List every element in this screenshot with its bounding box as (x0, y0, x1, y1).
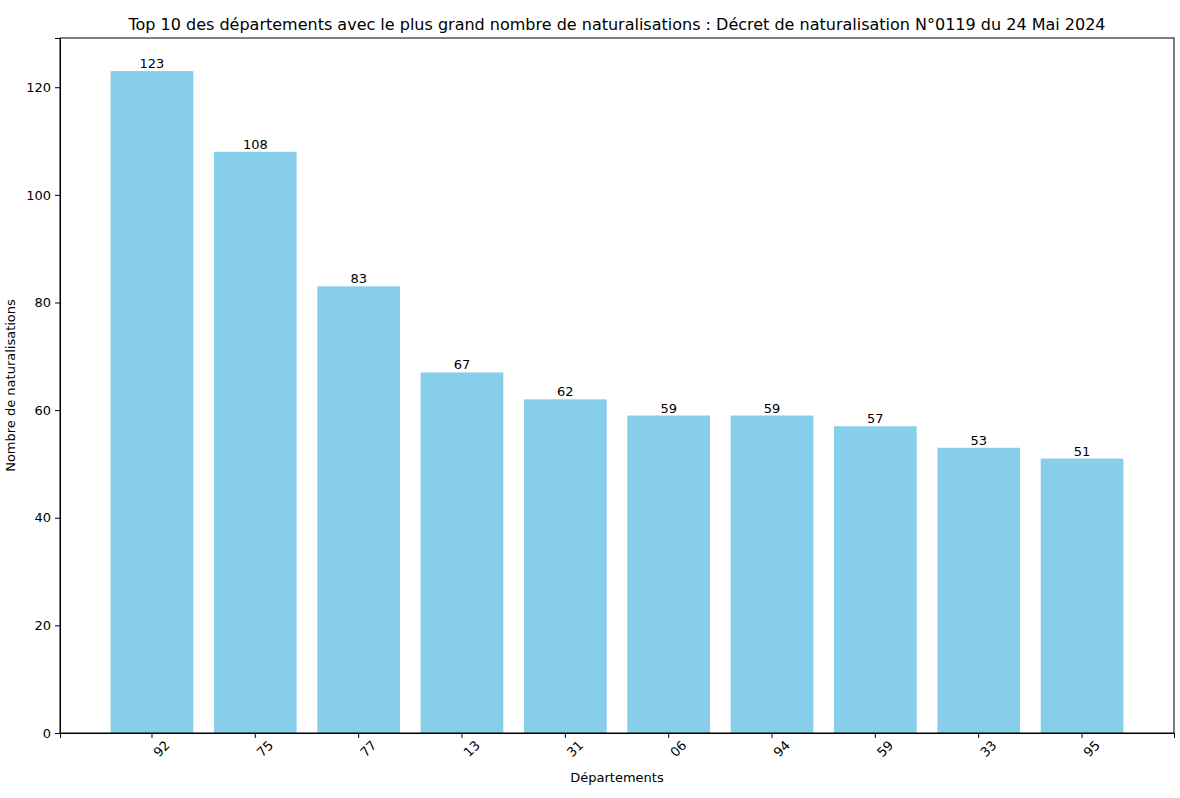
y-tick: 20 (34, 618, 60, 633)
data-label: 53 (970, 433, 987, 448)
y-tick-mark (55, 518, 60, 519)
x-tick: 94 (771, 733, 793, 760)
plot-area: 123 108 83 67 62 59 59 57 53 51 92 75 77 13 31 06 94 59 33… (26, 38, 1174, 760)
bar (317, 286, 400, 733)
x-tick-mark (668, 733, 669, 738)
bar (214, 152, 297, 733)
x-tick-mark (1082, 733, 1083, 738)
x-axis-line (61, 734, 1175, 739)
y-tick-mark (55, 87, 60, 88)
x-tick: 75 (254, 733, 276, 760)
x-tick: 13 (461, 733, 483, 760)
y-tick: 60 (34, 403, 60, 418)
y-tick-label: 0 (43, 726, 51, 741)
data-label: 108 (243, 137, 268, 152)
bar (111, 71, 194, 733)
y-tick-mark (55, 302, 60, 303)
chart: 123 108 83 67 62 59 59 57 53 51 92 75 77 13 31 06 94 59 33… (0, 0, 1180, 798)
y-tick-label: 120 (26, 80, 51, 95)
y-tick: 120 (26, 80, 60, 95)
x-axis: 92 75 77 13 31 06 94 59 33 95 (61, 733, 1175, 760)
x-tick-mark (461, 733, 462, 738)
y-tick-label: 40 (34, 510, 51, 525)
data-label: 59 (764, 401, 781, 416)
data-label: 51 (1074, 444, 1091, 459)
bar (524, 399, 607, 733)
data-label: 123 (140, 56, 165, 71)
x-tick-mark (565, 733, 566, 738)
y-tick: 40 (34, 510, 60, 525)
y-axis-title: Nombre de naturalisations (3, 299, 18, 472)
y-axis: 0 20 40 60 80 100 120 (26, 39, 60, 741)
x-tick-label: 92 (151, 738, 173, 760)
bar (1041, 459, 1124, 733)
data-label: 83 (350, 271, 367, 286)
y-tick: 0 (43, 726, 60, 741)
y-tick-mark (55, 410, 60, 411)
x-tick-mark (978, 733, 979, 738)
x-tick-label: 95 (1081, 738, 1103, 760)
x-tick-mark (255, 733, 256, 738)
x-tick-label: 94 (771, 738, 793, 760)
data-labels: 123 108 83 67 62 59 59 57 53 51 (140, 56, 1091, 458)
x-axis-title: Départements (570, 770, 664, 785)
y-tick: 80 (34, 295, 60, 310)
x-tick: 92 (151, 733, 173, 760)
y-tick-label: 100 (26, 188, 51, 203)
x-tick: 06 (667, 733, 689, 760)
bar (627, 416, 710, 733)
y-tick-mark (55, 625, 60, 626)
data-label: 67 (454, 357, 471, 372)
bar (731, 416, 814, 733)
x-tick-mark (875, 733, 876, 738)
x-tick-label: 06 (667, 738, 689, 760)
x-tick-label: 33 (977, 738, 999, 760)
title: Top 10 des départements avec le plus gra… (127, 15, 1105, 34)
x-tick-label: 59 (874, 738, 896, 760)
x-tick: 95 (1081, 733, 1103, 760)
x-tick: 77 (357, 733, 379, 760)
bars (111, 71, 1124, 733)
x-tick-label: 77 (357, 738, 379, 760)
bar (937, 448, 1020, 733)
x-tick-label: 31 (564, 738, 586, 760)
bar (834, 426, 917, 733)
y-tick-mark (55, 195, 60, 196)
x-tick-mark (772, 733, 773, 738)
x-tick-mark (358, 733, 359, 738)
bar (421, 372, 504, 733)
x-tick: 59 (874, 733, 896, 760)
frame (60, 38, 1174, 733)
y-axis-line (55, 39, 61, 734)
data-label: 62 (557, 384, 574, 399)
x-tick-mark (151, 733, 152, 738)
x-tick-label: 13 (461, 738, 483, 760)
data-label: 59 (660, 401, 677, 416)
x-tick-label: 75 (254, 738, 276, 760)
y-tick-label: 80 (34, 295, 51, 310)
y-tick-label: 60 (34, 403, 51, 418)
y-tick-mark (55, 733, 60, 734)
x-tick: 33 (977, 733, 999, 760)
y-tick-label: 20 (34, 618, 51, 633)
x-tick: 31 (564, 733, 586, 760)
data-label: 57 (867, 411, 884, 426)
y-tick: 100 (26, 188, 60, 203)
